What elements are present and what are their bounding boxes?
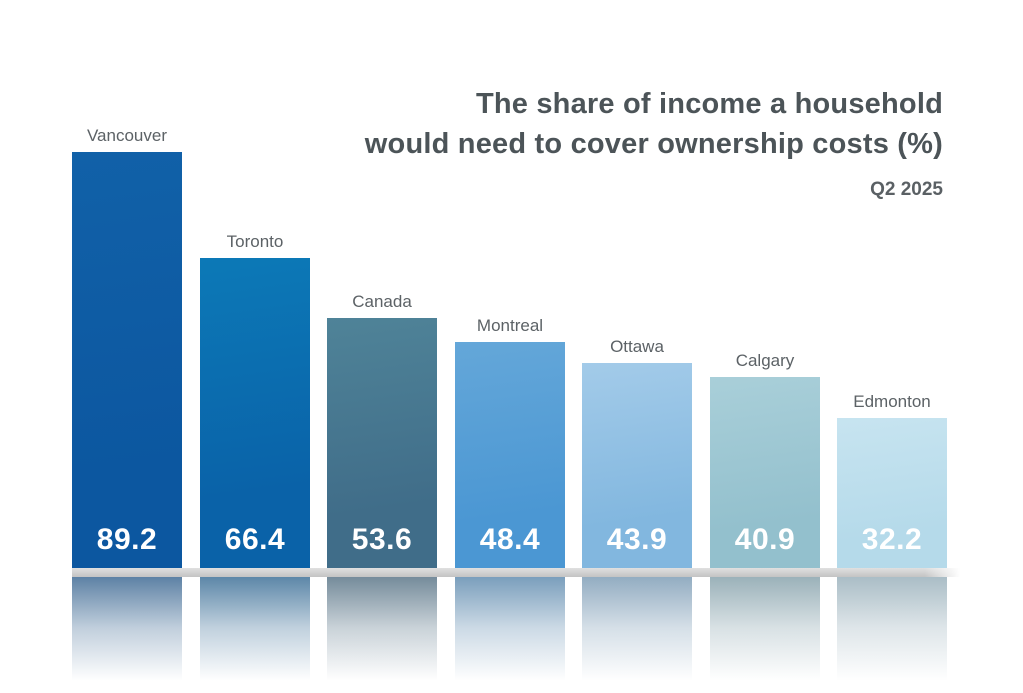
- bar-label-calgary: Calgary: [735, 351, 795, 370]
- bar-reflection-canada: [327, 577, 437, 690]
- bar-value-montreal: 48.4: [479, 523, 541, 556]
- bar-label-montreal: Montreal: [476, 316, 544, 335]
- bar-edmonton: 32.2: [837, 418, 947, 568]
- bar-label-ottawa: Ottawa: [610, 337, 664, 356]
- bar-vancouver: 89.2: [72, 152, 182, 568]
- bar-value-ottawa: 43.9: [606, 523, 668, 556]
- bar-reflection-ottawa: [582, 577, 692, 690]
- period-label: Q2 2025: [870, 179, 943, 200]
- bar-value-toronto: 66.4: [224, 523, 286, 556]
- bar-reflection-calgary: [710, 577, 820, 690]
- bar-label-canada: Canada: [352, 292, 412, 311]
- bar-label-vancouver: Vancouver: [86, 126, 167, 145]
- bar-label-toronto: Toronto: [226, 232, 284, 251]
- floor-band: [72, 568, 960, 577]
- bar-value-calgary: 40.9: [734, 523, 796, 556]
- title-block: The share of income a household would ne…: [243, 84, 943, 201]
- bar-ottawa: 43.9: [582, 363, 692, 568]
- bar-reflection-montreal: [455, 577, 565, 690]
- bar-montreal: 48.4: [455, 342, 565, 568]
- bar-label-edmonton: Edmonton: [853, 392, 931, 411]
- bar-reflection-vancouver: [72, 577, 182, 690]
- bar-calgary: 40.9: [710, 377, 820, 568]
- bar-value-vancouver: 89.2: [96, 523, 158, 556]
- chart-title-line1: The share of income a household: [475, 88, 943, 120]
- bar-reflection-toronto: [200, 577, 310, 690]
- chart-title: The share of income a household would ne…: [243, 84, 943, 164]
- bar-value-edmonton: 32.2: [861, 523, 923, 556]
- chart-title-line2: would need to cover ownership costs (%): [364, 128, 943, 160]
- bar-value-canada: 53.6: [351, 523, 413, 556]
- bar-reflection-edmonton: [837, 577, 947, 690]
- bar-canada: 53.6: [327, 318, 437, 568]
- bar-toronto: 66.4: [200, 258, 310, 568]
